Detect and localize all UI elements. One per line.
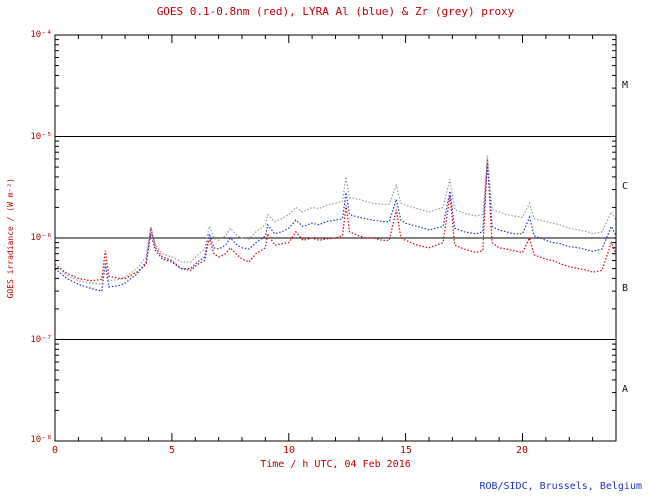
- flare-class-label-a: A: [622, 384, 629, 395]
- x-tick-label: 15: [399, 445, 413, 456]
- y-tick-label: 10⁻⁸: [30, 435, 52, 445]
- x-axis-label: Time / h UTC, 04 Feb 2016: [260, 459, 411, 470]
- x-tick-label: 20: [515, 445, 529, 456]
- x-tick-label: 5: [168, 445, 176, 456]
- y-tick-label: 10⁻⁴: [30, 30, 52, 40]
- flare-class-label-b: B: [622, 283, 629, 294]
- x-tick-label: 10: [282, 445, 296, 456]
- flare-class-label-m: M: [622, 80, 629, 91]
- x-tick-label: 0: [51, 445, 59, 456]
- series-goes-0-1-0-8nm: [54, 158, 617, 282]
- series-lyra-al-proxy: [54, 162, 617, 292]
- y-tick-label: 10⁻⁶: [30, 233, 52, 243]
- y-axis-label: GOES irradiance / (W m⁻²): [5, 177, 15, 299]
- y-tick-label: 10⁻⁵: [30, 132, 52, 142]
- series-lyra-zr-proxy: [54, 155, 617, 285]
- credit-text: ROB/SIDC, Brussels, Belgium: [479, 481, 642, 492]
- y-tick-label: 10⁻⁷: [30, 335, 52, 345]
- flare-class-label-c: C: [622, 181, 629, 192]
- chart-title: GOES 0.1-0.8nm (red), LYRA Al (blue) & Z…: [156, 5, 515, 18]
